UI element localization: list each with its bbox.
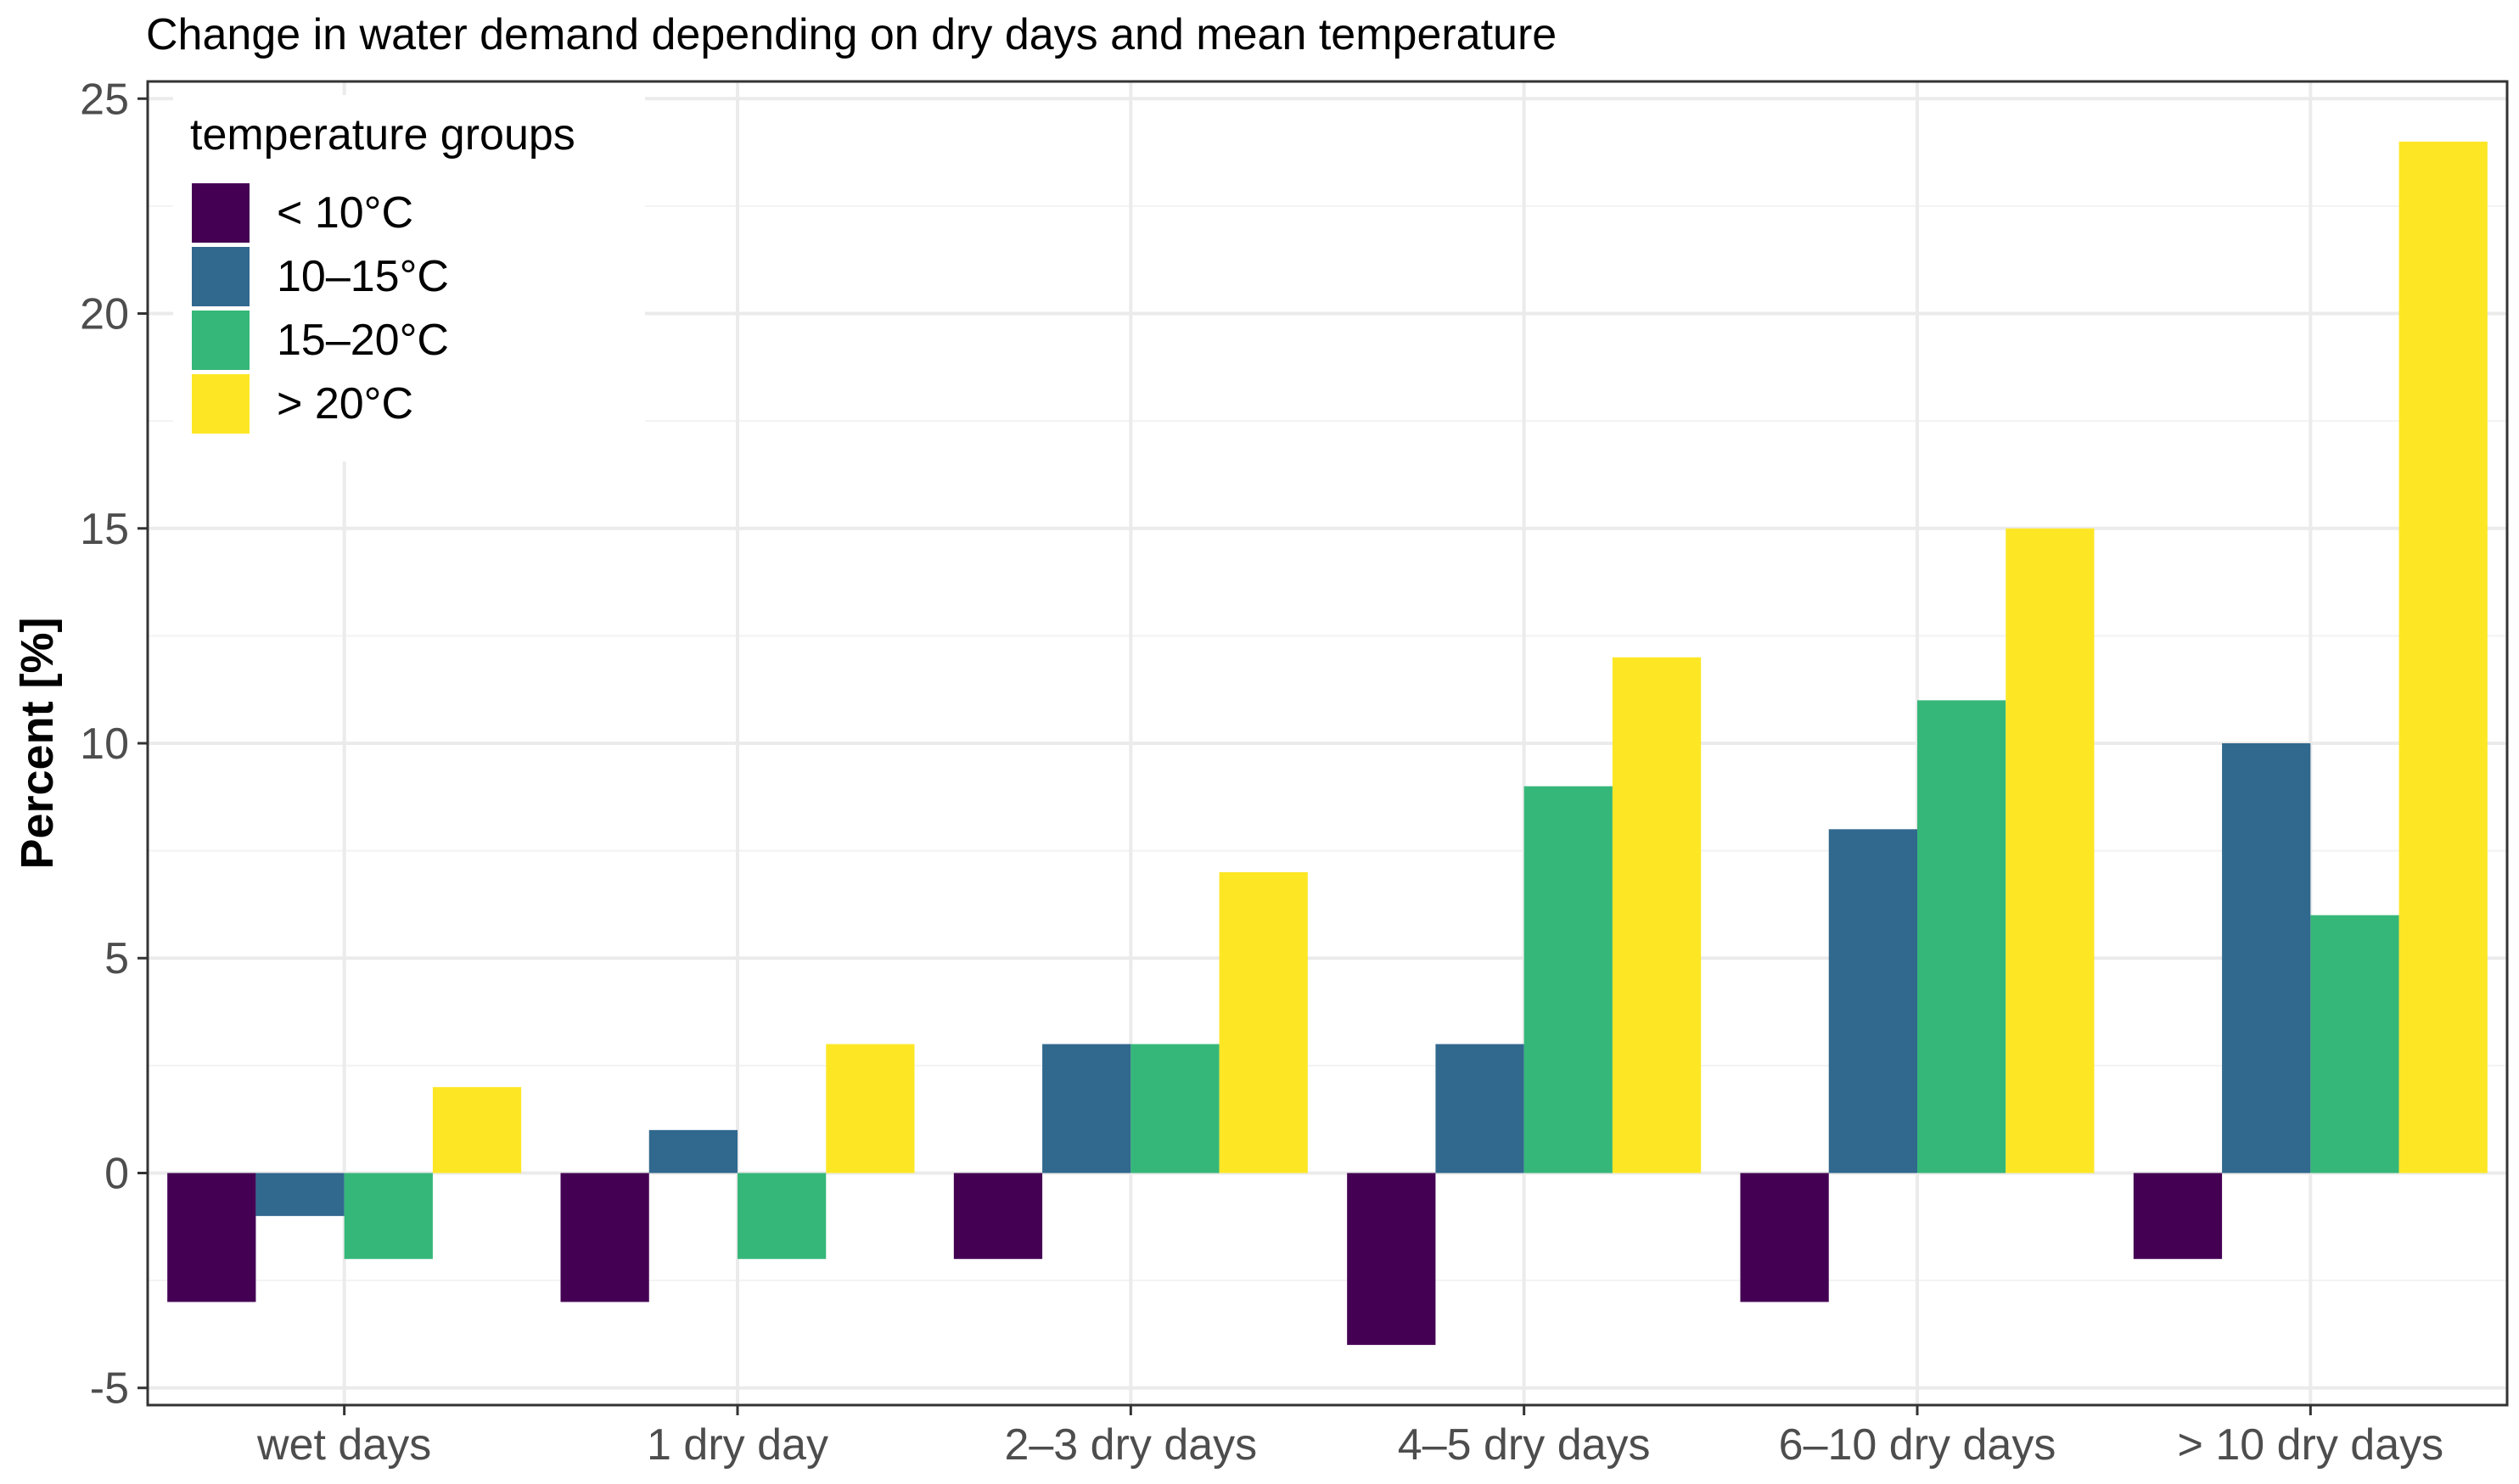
bars-layer (167, 141, 2488, 1346)
bar (255, 1173, 345, 1217)
bar (2133, 1173, 2223, 1259)
bar (1042, 1044, 1131, 1173)
bar (953, 1173, 1043, 1259)
bar (2398, 141, 2488, 1173)
legend-swatch (192, 247, 250, 306)
grid-layer (148, 81, 2507, 1405)
bar (344, 1173, 433, 1259)
legend-label: 15–20°C (277, 316, 449, 365)
bar (2310, 915, 2399, 1173)
legend-background (173, 95, 645, 462)
bar (826, 1044, 915, 1173)
y-tick-label: 20 (80, 290, 129, 339)
chart-title: Change in water demand depending on dry … (146, 10, 1557, 59)
y-axis: -5 0 5 10 15 20 25 (80, 75, 148, 1414)
bar (167, 1173, 256, 1302)
bar (1347, 1173, 1436, 1346)
bar (560, 1173, 649, 1302)
bar (738, 1173, 827, 1259)
bar (1740, 1173, 1829, 1302)
x-tick-label: 6–10 dry days (1779, 1420, 2056, 1470)
legend-label: 10–15°C (277, 252, 449, 301)
y-tick-label: -5 (90, 1364, 129, 1414)
bar (432, 1087, 522, 1173)
bar (1435, 1044, 1524, 1173)
legend-items: < 10°C 10–15°C 15–20°C > 20°C (192, 183, 449, 434)
y-tick-label: 25 (80, 75, 129, 124)
legend-swatch (192, 183, 250, 243)
legend-swatch (192, 374, 250, 434)
y-axis-title: Percent [%] (12, 617, 63, 869)
x-axis: wet days 1 dry day 2–3 dry days 4–5 dry day… (256, 1405, 2443, 1470)
bar (1130, 1044, 1220, 1173)
bar (2222, 743, 2311, 1173)
legend-label: < 10°C (277, 188, 413, 238)
x-tick-label: 1 dry day (647, 1420, 828, 1470)
bar (1828, 829, 1917, 1173)
y-tick-label: 5 (104, 934, 129, 983)
x-tick-label: wet days (256, 1420, 431, 1470)
bar (1612, 657, 1702, 1173)
bar (1219, 871, 1308, 1173)
legend-swatch (192, 311, 250, 370)
legend-title: temperature groups (190, 110, 575, 160)
bar (1523, 786, 1613, 1173)
legend-label: > 20°C (277, 379, 413, 428)
legend: temperature groups < 10°C 10–15°C 15–20°C >… (173, 95, 645, 462)
bar (1917, 700, 2006, 1173)
y-tick-label: 0 (104, 1149, 129, 1198)
bar (2006, 528, 2095, 1173)
x-tick-label: 2–3 dry days (1004, 1420, 1257, 1470)
y-tick-label: 10 (80, 720, 129, 769)
bar (648, 1129, 738, 1173)
x-tick-label: > 10 dry days (2178, 1420, 2444, 1470)
x-tick-label: 4–5 dry days (1398, 1420, 1651, 1470)
y-tick-label: 15 (80, 505, 129, 554)
